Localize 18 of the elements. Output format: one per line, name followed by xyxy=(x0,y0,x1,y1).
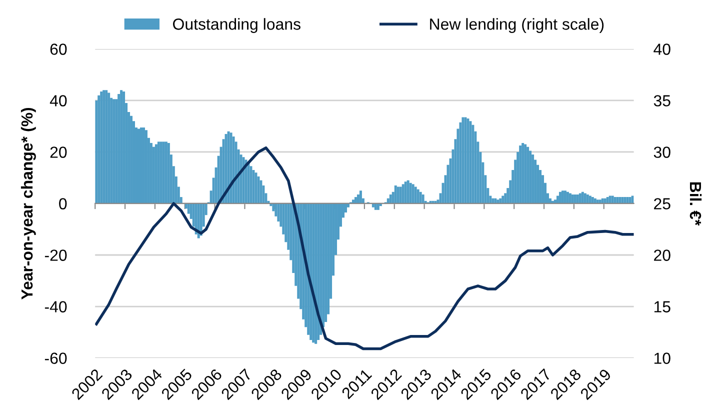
legend-label: New lending (right scale) xyxy=(430,18,604,33)
y2-axis-title: Bil. €* xyxy=(690,182,702,226)
y-axis-title: Year-on-year change* (%) xyxy=(20,108,36,300)
y2-tick-label: 30 xyxy=(654,146,670,158)
y-tick-label: 60 xyxy=(50,44,67,55)
y-tick-label: 40 xyxy=(50,95,67,106)
y2-tick-label: 10 xyxy=(654,352,670,364)
legend-label: Outstanding loans xyxy=(173,18,300,33)
y2-tick-label: 40 xyxy=(654,44,670,55)
y-tick-label: -40 xyxy=(44,301,67,312)
y-tick-label: -60 xyxy=(44,352,67,364)
y2-tick-label: 20 xyxy=(654,250,670,261)
y-tick-label: -20 xyxy=(44,250,67,261)
y-tick-label: 0 xyxy=(59,198,67,210)
y-tick-label: 20 xyxy=(50,146,67,158)
y2-tick-label: 15 xyxy=(654,301,670,312)
y2-tick-label: 25 xyxy=(654,198,670,210)
y2-tick-label: 35 xyxy=(654,95,670,106)
